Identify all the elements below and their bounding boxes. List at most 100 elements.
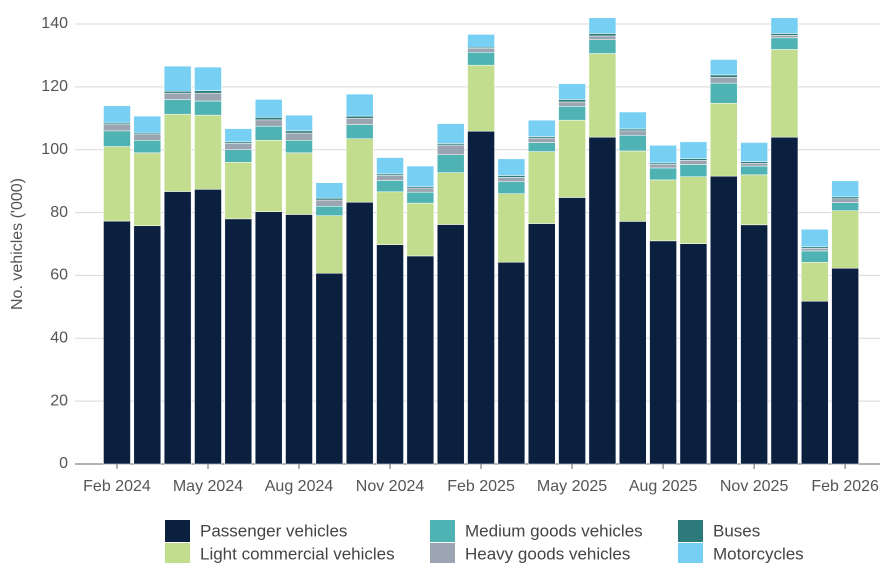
bar-segment [527,119,556,137]
x-tick-label: Aug 2025 [629,478,698,495]
x-tick-label: Feb 2024 [83,478,151,495]
bar-segment [315,215,344,274]
legend-label: Motorcycles [713,544,804,563]
bar-segment [558,106,586,121]
bar-segment [285,114,313,132]
bar-segment [649,145,677,164]
bar-segment [285,214,313,465]
bar-segment [740,224,768,465]
bar-segment [679,158,708,161]
bar-segment [649,164,677,169]
bar-segment [406,165,435,187]
bar-segment [133,225,162,465]
bar-segment [619,150,647,222]
bar-segment [527,142,556,152]
bar-segment [679,176,708,244]
bar-segment [376,244,404,465]
bar-segment [740,142,768,162]
bar-segment [194,114,222,190]
bar-segment [710,77,738,84]
bar-segment [345,93,374,117]
bar-segment [831,202,859,211]
bar-segment [194,90,222,94]
bar-segment [224,149,253,163]
bar-segment [679,160,708,165]
y-tick-label: 80 [50,204,68,221]
bar-segment [163,91,192,94]
bar-segment [801,300,829,465]
bar-segment [558,119,586,198]
bar-segment [710,82,738,104]
bar-segment [163,92,192,100]
bar-segment [497,193,526,263]
bar-segment [527,137,556,143]
bar-segment [163,113,192,192]
bar-segment [254,119,283,127]
bar-segment [497,175,526,178]
bar-segment [315,272,344,465]
bar-segment [679,141,708,159]
bar-segment [710,175,738,465]
bar-segment [770,49,799,138]
y-tick-label: 20 [50,392,68,409]
bar-segment [497,158,526,176]
bar-segment [406,191,435,204]
x-tick-label: Nov 2024 [356,478,425,495]
bar-segment [527,151,556,224]
legend-label: Buses [713,521,760,540]
y-tick-label: 140 [41,15,68,32]
bar-segment [801,261,829,302]
bar-segment [285,130,313,134]
bar-segment [406,202,435,257]
y-tick-label: 40 [50,330,68,347]
bar-segment [133,140,162,154]
bar-segment [619,128,647,132]
bar-segment [770,136,799,465]
x-tick-label: Feb 2025 [447,478,515,495]
bar-segment [194,100,222,116]
legend-swatch [165,520,190,542]
bar-segment [679,164,708,177]
bar-segment [345,118,374,125]
y-tick-label: 120 [41,78,68,95]
bar-segment [254,140,283,212]
bar-segment [103,220,131,465]
bar-segment [831,267,859,465]
legend-label: Passenger vehicles [200,521,347,540]
bar-segment [194,92,222,102]
x-tick-label: Nov 2025 [720,478,789,495]
bar-segment [770,35,799,39]
bar-segment [467,48,495,53]
bar-segment [558,99,586,103]
bar-segment [194,66,222,91]
bar-segment [315,206,344,216]
bar-segment [406,187,435,193]
bar-segment [588,39,617,54]
bar-segment [588,17,617,34]
bar-segment [831,196,859,199]
bar-segment [254,211,283,465]
bar-segment [376,191,404,245]
bar-segment [558,83,586,100]
bar-segment [224,128,253,143]
bar-segment [315,199,344,207]
bar-segment [497,261,526,465]
bar-segment [831,210,859,269]
bar-segment [740,165,768,176]
bar-segment [831,180,859,198]
bar-segment [801,248,829,252]
bar-segment [103,146,131,222]
bar-segment [619,135,647,152]
y-tick-label: 100 [41,141,68,158]
bar-segment [315,197,344,201]
bar-segment [436,224,465,465]
legend-swatch [678,520,703,542]
bar-segment [801,250,829,263]
bar-segment [254,125,283,141]
bar-segment [285,132,313,141]
bar-segment [436,123,465,144]
bar-segment [740,174,768,226]
bar-segment [436,172,465,225]
y-axis-label: No. vehicles ('000) [9,178,26,310]
bar-segment [710,59,738,76]
